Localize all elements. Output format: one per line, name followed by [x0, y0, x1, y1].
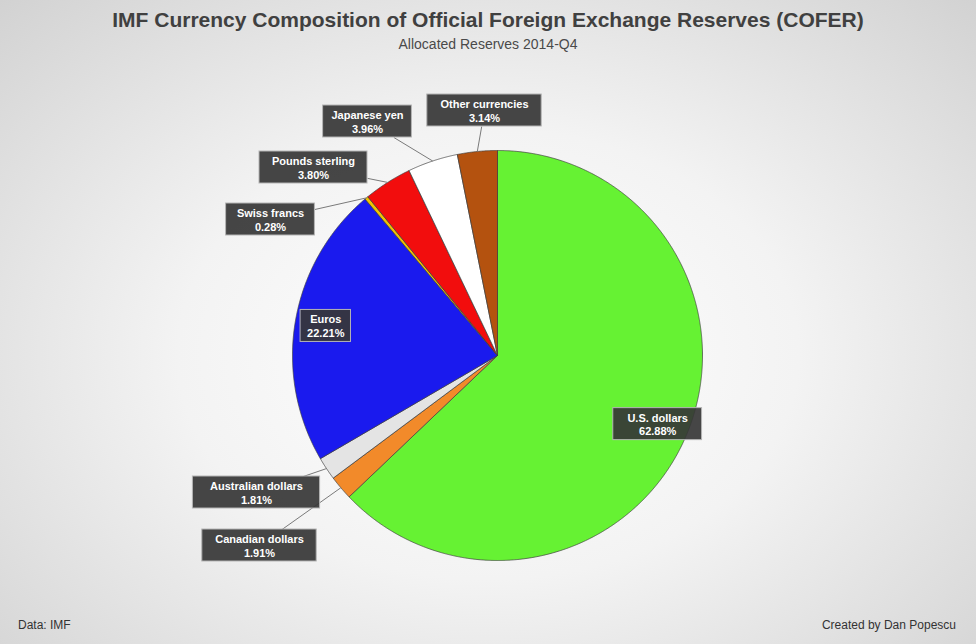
svg-text:Other currencies3.14%: Other currencies3.14%: [440, 98, 528, 124]
svg-text:Canadian dollars1.91%: Canadian dollars1.91%: [215, 533, 304, 559]
svg-text:U.S. dollars62.88%: U.S. dollars62.88%: [627, 412, 688, 438]
svg-text:Euros22.21%: Euros22.21%: [307, 313, 345, 339]
svg-text:Japanese yen3.96%: Japanese yen3.96%: [331, 109, 403, 135]
html-text:Data: IMF: Data: IMF: [18, 618, 71, 632]
svg-text:Swiss francs0.28%: Swiss francs0.28%: [237, 207, 304, 233]
svg-text:Pounds sterling3.80%: Pounds sterling3.80%: [272, 155, 355, 181]
html-text:Allocated Reserves 2014-Q4: Allocated Reserves 2014-Q4: [398, 36, 578, 52]
svg-text:Australian dollars1.81%: Australian dollars1.81%: [210, 480, 303, 506]
html-text:IMF Currency Composition of Of: IMF Currency Composition of Official For…: [112, 8, 864, 31]
html-text:Created by Dan Popescu: Created by Dan Popescu: [821, 618, 956, 632]
